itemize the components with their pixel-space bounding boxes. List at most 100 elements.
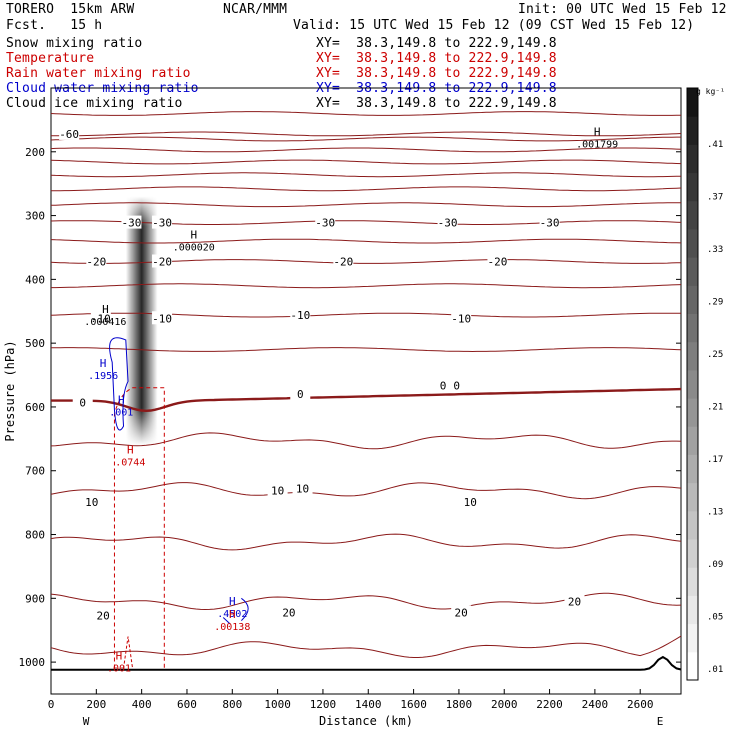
isotherm-line bbox=[51, 186, 682, 192]
colorbar-cell bbox=[687, 398, 698, 427]
contour-label-bg bbox=[81, 494, 102, 508]
isotherm-line bbox=[50, 635, 682, 658]
colorbar-tick-label: .17 bbox=[707, 455, 723, 465]
field-xy: XY= 38.3,149.8 to 222.9,149.8 bbox=[316, 51, 557, 66]
y-tick-label: 700 bbox=[25, 465, 45, 478]
colorbar-cell bbox=[687, 454, 698, 484]
contour-label-bg bbox=[152, 254, 173, 268]
extremum-value: .0744 bbox=[115, 457, 145, 468]
contour-label-bg bbox=[564, 594, 585, 608]
isotherm-line bbox=[50, 111, 682, 116]
isotherm-label: -30 bbox=[152, 217, 172, 230]
isotherm-label: 20 bbox=[568, 596, 581, 609]
isotherm-line bbox=[51, 283, 682, 289]
isotherm-line bbox=[50, 432, 682, 450]
extremum-value: .4502 bbox=[217, 609, 247, 620]
colorbar-tick-label: .05 bbox=[707, 613, 723, 623]
extremum-marker: H bbox=[127, 443, 134, 456]
contour-label-bg bbox=[72, 395, 93, 409]
colorbar-cell bbox=[687, 595, 698, 625]
x-tick-label: 200 bbox=[86, 698, 106, 711]
isotherm-label: -20 bbox=[333, 256, 353, 269]
y-tick-label: 600 bbox=[25, 401, 45, 414]
field-name: Cloud ice mixing ratio bbox=[6, 96, 183, 111]
isotherm-label: -20 bbox=[152, 256, 172, 269]
isotherm-label: -10 bbox=[152, 312, 172, 325]
isotherm-label: -10 bbox=[290, 309, 310, 322]
colorbar-unit: g kg⁻¹ bbox=[696, 87, 725, 96]
y-tick-label: 900 bbox=[25, 592, 45, 605]
field-name: Temperature bbox=[6, 51, 95, 66]
y-tick-label: 500 bbox=[25, 337, 45, 350]
isotherm-label: 0 bbox=[440, 379, 447, 392]
contour-label-bg bbox=[90, 311, 111, 325]
forecast-hour: Fcst. 15 h bbox=[6, 18, 103, 33]
colorbar-tick-label: .37 bbox=[707, 193, 723, 203]
contour-label-bg bbox=[446, 378, 467, 392]
colorbar-tick-label: .41 bbox=[707, 140, 723, 150]
isotherm-line bbox=[50, 533, 682, 551]
terrain-line bbox=[51, 655, 682, 671]
contour-label-bg bbox=[152, 215, 173, 229]
colorbar-cell bbox=[687, 88, 698, 117]
colorbar-frame bbox=[686, 87, 699, 681]
colorbar-tick-label: .33 bbox=[707, 245, 723, 255]
isotherm-label: 0 bbox=[453, 379, 460, 392]
isotherm-label: 10 bbox=[296, 483, 309, 496]
colorbar-cell bbox=[687, 200, 698, 230]
x-tick-label: 2200 bbox=[536, 698, 563, 711]
colorbar-tick-label: .21 bbox=[707, 403, 723, 413]
extremum-value: .001799 bbox=[576, 140, 618, 151]
y-tick-label: 800 bbox=[25, 529, 45, 542]
cloud-water-contour bbox=[109, 337, 129, 431]
isotherm-line bbox=[51, 131, 682, 137]
model-title: TORERO 15km ARW bbox=[6, 2, 135, 17]
colorbar-cell bbox=[687, 482, 698, 512]
isotherm-line bbox=[50, 136, 681, 142]
contour-label-bg bbox=[437, 215, 458, 229]
contour-label-bg bbox=[451, 605, 472, 619]
isotherm-label: -30 bbox=[122, 217, 142, 230]
extremum-marker: H bbox=[100, 357, 107, 370]
extremum-value: .000020 bbox=[173, 242, 215, 253]
y-axis-label: Pressure (hPa) bbox=[3, 340, 17, 441]
rain-water-contour bbox=[123, 636, 134, 669]
colorbar-tick-label: .25 bbox=[707, 350, 723, 360]
colorbar-cell bbox=[687, 257, 698, 286]
extremum-value: .001 bbox=[107, 663, 131, 674]
colorbar-tick-label: .29 bbox=[707, 298, 723, 308]
y-tick-label: 400 bbox=[25, 273, 45, 286]
y-tick-label: 300 bbox=[25, 210, 45, 223]
field-name: Rain water mixing ratio bbox=[6, 66, 191, 81]
extremum-marker: H bbox=[229, 595, 236, 608]
colorbar-cell bbox=[687, 426, 698, 455]
isotherm-label: -30 bbox=[540, 217, 560, 230]
contour-label-bg bbox=[93, 608, 114, 622]
extremum-marker: H bbox=[118, 393, 125, 406]
colorbar-cell bbox=[687, 623, 698, 653]
x-tick-label: 1200 bbox=[310, 698, 337, 711]
colorbar-tick-label: .01 bbox=[707, 665, 723, 675]
x-axis-label: Distance (km) bbox=[319, 714, 413, 728]
colorbar-tick-label: .09 bbox=[707, 560, 723, 570]
isotherm-label: -30 bbox=[315, 217, 335, 230]
contour-label-bg bbox=[539, 215, 560, 229]
isotherm-label: 20 bbox=[282, 606, 295, 619]
x-tick-label: 1000 bbox=[264, 698, 291, 711]
x-tick-label: 1600 bbox=[400, 698, 427, 711]
isotherm-line bbox=[50, 592, 682, 611]
x-tick-label: 2400 bbox=[582, 698, 609, 711]
extremum-marker: H bbox=[102, 303, 109, 316]
contour-label-bg bbox=[315, 215, 336, 229]
contour-label-bg bbox=[59, 126, 80, 140]
contour-label-bg bbox=[278, 605, 299, 619]
center-label: NCAR/MMM bbox=[223, 2, 288, 17]
plot-frame bbox=[50, 87, 682, 695]
field-xy: XY= 38.3,149.8 to 222.9,149.8 bbox=[316, 96, 557, 111]
colorbar-tick-label: .13 bbox=[707, 508, 723, 518]
init-time: Init: 00 UTC Wed 15 Feb 12 bbox=[518, 2, 727, 17]
contour-label-bg bbox=[333, 254, 354, 268]
field-name: Snow mixing ratio bbox=[6, 36, 143, 51]
x-tick-label: 800 bbox=[222, 698, 242, 711]
